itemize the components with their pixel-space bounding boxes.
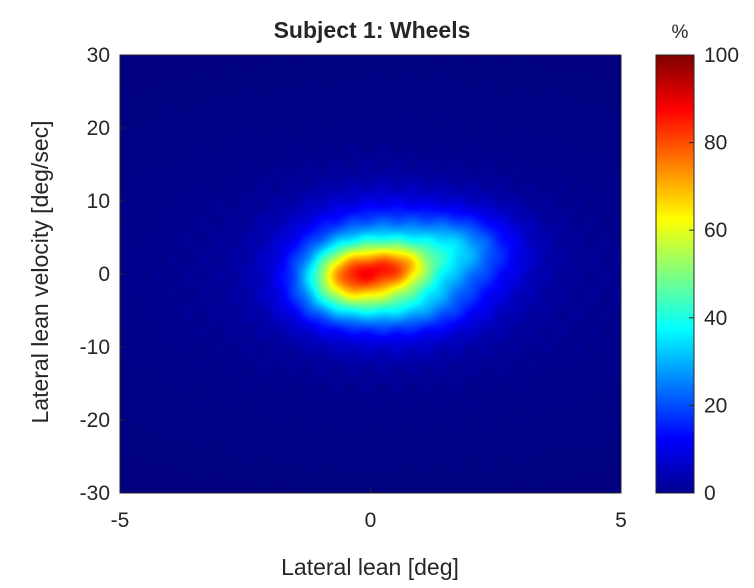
colorbar-gradient: [655, 54, 695, 494]
x-tick-label: -5: [111, 509, 130, 532]
colorbar-tick-label: 60: [704, 219, 727, 242]
y-axis-ticks: -30 -20 -10 0 10 20 30: [80, 44, 125, 505]
x-tick-label: 5: [615, 509, 627, 532]
colorbar-tick-label: 80: [704, 132, 727, 155]
colorbar: % 0 20 40 60 80 100: [655, 22, 739, 505]
colorbar-ticks: 0 20 40 60 80 100: [689, 44, 739, 505]
colorbar-tick-label: 0: [704, 482, 716, 505]
y-tick-label: 0: [98, 263, 110, 286]
heatmap-plot-area: [119, 54, 622, 494]
y-tick-label: -10: [80, 336, 110, 359]
x-axis-ticks: -5 0 5: [111, 488, 627, 532]
y-tick-label: 20: [87, 117, 110, 140]
heatmap-canvas: [120, 55, 621, 493]
colorbar-tick-label: 100: [704, 44, 739, 67]
colorbar-tick-label: 20: [704, 394, 727, 417]
x-axis-label: Lateral lean [deg]: [281, 554, 459, 580]
chart-title: Subject 1: Wheels: [274, 17, 471, 43]
y-tick-label: 30: [87, 44, 110, 67]
y-axis-label: Lateral lean velocity [deg/sec]: [27, 120, 53, 423]
y-tick-label: -30: [80, 482, 110, 505]
y-tick-label: -20: [80, 409, 110, 432]
x-tick-label: 0: [365, 509, 377, 532]
y-tick-label: 10: [87, 190, 110, 213]
colorbar-tick-label: 40: [704, 307, 727, 330]
colorbar-label: %: [672, 22, 689, 43]
